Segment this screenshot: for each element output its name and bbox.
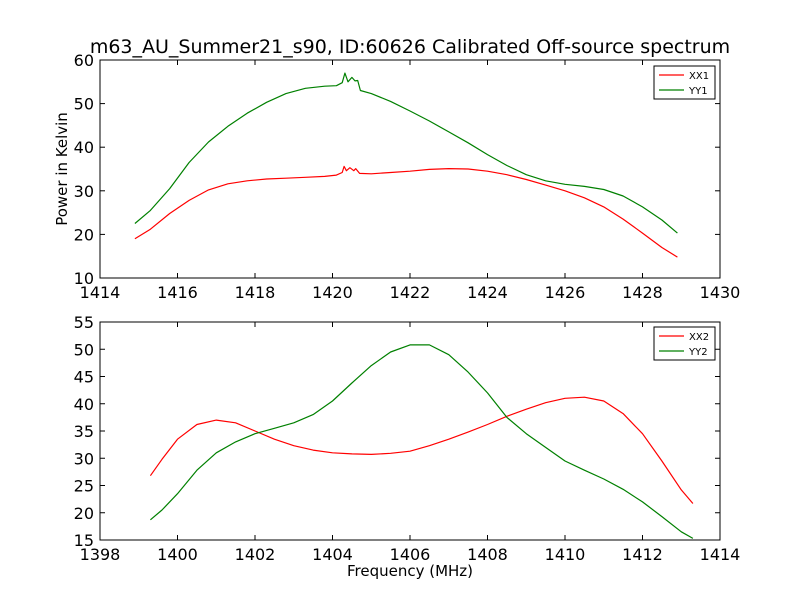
y-tick-label: 50 <box>74 95 94 114</box>
x-tick-label: 1410 <box>545 545 586 564</box>
y-tick-label: 10 <box>74 269 94 288</box>
bottom-legend: XX2 YY2 <box>653 326 716 361</box>
x-tick-label: 1428 <box>622 283 663 302</box>
x-axis-label: Frequency (MHz) <box>347 562 473 580</box>
y-tick-label: 40 <box>74 138 94 157</box>
x-tick-label: 1408 <box>467 545 508 564</box>
chart-title: m63_AU_Summer21_s90, ID:60626 Calibrated… <box>90 36 730 58</box>
y-tick-label: 30 <box>74 449 94 468</box>
top-legend: XX1 YY1 <box>653 65 716 100</box>
y-tick-label: 25 <box>74 477 94 496</box>
bottom-axis-ticks: 1398 1400 1402 1404 1406 1408 1410 1412 1414 15 20… <box>74 313 741 564</box>
y-tick-label: 40 <box>74 395 94 414</box>
y-tick-label: 50 <box>74 340 94 359</box>
x-tick-label: 1414 <box>700 545 741 564</box>
bottom-legend-box <box>653 326 716 361</box>
top-subplot: m63_AU_Summer21_s90, ID:60626 Calibrated… <box>53 36 740 302</box>
y-tick-label: 30 <box>74 182 94 201</box>
x-tick-label: 1414 <box>80 283 121 302</box>
legend-label-xx2: XX2 <box>689 332 709 343</box>
top-plot-area <box>99 59 721 279</box>
bottom-series-lines <box>149 344 694 539</box>
x-tick-label: 1424 <box>467 283 508 302</box>
series-line-xx1 <box>134 165 678 258</box>
x-tick-label: 1426 <box>545 283 586 302</box>
legend-label-yy2: YY2 <box>688 347 708 358</box>
top-series-lines <box>134 72 678 258</box>
legend-label-xx1: XX1 <box>689 71 709 82</box>
x-tick-label: 1398 <box>80 545 121 564</box>
y-tick-label: 45 <box>74 368 94 387</box>
bottom-plot-area <box>99 321 721 541</box>
top-axis-ticks: 1414 1416 1418 1420 1422 1424 1426 1428 1430 10 20… <box>74 51 741 302</box>
series-line-yy1 <box>134 72 678 234</box>
x-tick-label: 1430 <box>700 283 741 302</box>
x-tick-label: 1418 <box>235 283 276 302</box>
y-tick-label: 55 <box>74 313 94 332</box>
x-tick-label: 1412 <box>622 545 663 564</box>
x-tick-label: 1422 <box>390 283 431 302</box>
x-tick-label: 1402 <box>235 545 276 564</box>
x-tick-label: 1404 <box>312 545 353 564</box>
series-line-xx2 <box>149 396 694 504</box>
y-tick-label: 20 <box>74 225 94 244</box>
y-tick-label: 60 <box>74 51 94 70</box>
legend-label-yy1: YY1 <box>688 86 708 97</box>
y-tick-label: 15 <box>74 531 94 550</box>
top-y-axis-label: Power in Kelvin <box>53 112 71 226</box>
series-line-yy2 <box>150 344 694 539</box>
top-legend-box <box>653 65 716 100</box>
bottom-subplot: 1398 1400 1402 1404 1406 1408 1410 1412 1414 15 20… <box>74 313 741 580</box>
x-tick-label: 1400 <box>157 545 198 564</box>
y-tick-label: 35 <box>74 422 94 441</box>
x-tick-label: 1406 <box>390 545 431 564</box>
x-tick-label: 1420 <box>312 283 353 302</box>
x-tick-label: 1416 <box>157 283 198 302</box>
y-tick-label: 20 <box>74 504 94 523</box>
